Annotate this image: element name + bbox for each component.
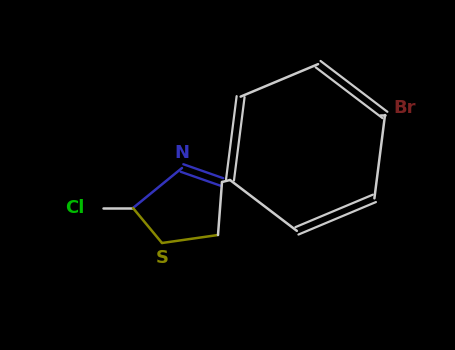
Text: Br: Br (393, 99, 415, 117)
Text: N: N (175, 144, 189, 162)
Text: S: S (156, 249, 168, 267)
Text: Cl: Cl (66, 199, 85, 217)
